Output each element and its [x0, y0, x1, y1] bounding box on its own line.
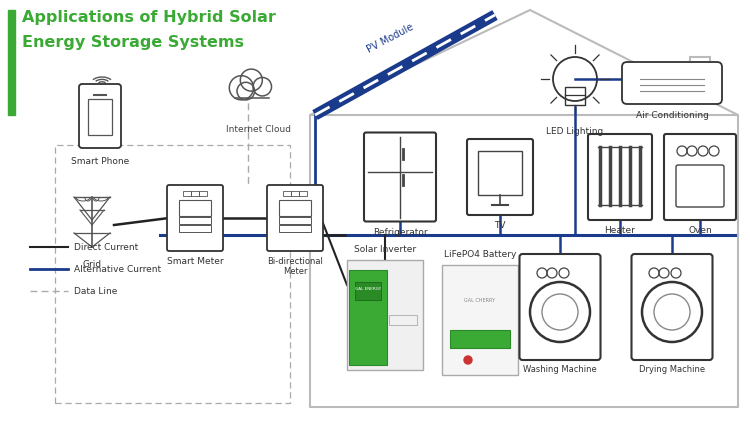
Bar: [88, 99, 112, 135]
Text: Energy Storage Systems: Energy Storage Systems: [22, 35, 244, 50]
Bar: [442, 265, 518, 375]
Circle shape: [253, 77, 272, 96]
Text: Direct Current: Direct Current: [74, 243, 138, 252]
FancyBboxPatch shape: [622, 62, 722, 104]
Text: Air Conditioning: Air Conditioning: [635, 111, 709, 120]
Circle shape: [230, 76, 254, 100]
Bar: [355, 282, 381, 300]
FancyBboxPatch shape: [632, 254, 712, 360]
Text: Applications of Hybrid Solar: Applications of Hybrid Solar: [22, 10, 276, 25]
Text: Solar Inverter: Solar Inverter: [354, 245, 416, 254]
Text: Smart Phone: Smart Phone: [70, 157, 129, 166]
Bar: [389, 315, 417, 325]
Bar: [283, 191, 291, 196]
Text: Internet Cloud: Internet Cloud: [226, 125, 290, 134]
FancyBboxPatch shape: [676, 165, 724, 207]
FancyBboxPatch shape: [267, 185, 323, 251]
Bar: [299, 191, 307, 196]
Bar: [349, 270, 387, 365]
Circle shape: [237, 82, 254, 100]
Text: GAL ENERGY: GAL ENERGY: [355, 287, 381, 291]
Circle shape: [464, 356, 472, 364]
Bar: [279, 200, 311, 216]
FancyBboxPatch shape: [588, 134, 652, 220]
Bar: [565, 87, 585, 105]
Bar: [450, 330, 510, 348]
Text: GAL CHERRY: GAL CHERRY: [464, 298, 496, 303]
Bar: [8, 10, 15, 115]
Text: LED Lighting: LED Lighting: [546, 127, 604, 136]
Text: Oven: Oven: [688, 226, 712, 235]
Text: LiFePO4 Battery: LiFePO4 Battery: [444, 250, 516, 259]
FancyBboxPatch shape: [79, 84, 121, 148]
FancyBboxPatch shape: [520, 254, 601, 360]
Bar: [478, 151, 522, 195]
Text: PV Module: PV Module: [365, 22, 415, 55]
FancyBboxPatch shape: [364, 133, 436, 221]
Bar: [279, 217, 311, 224]
Bar: [199, 191, 207, 196]
Bar: [279, 225, 311, 232]
Text: Bi-directional
Meter: Bi-directional Meter: [267, 257, 323, 276]
Bar: [183, 191, 191, 196]
Bar: [347, 260, 423, 370]
Bar: [179, 225, 211, 232]
Bar: [179, 217, 211, 224]
Bar: [291, 191, 299, 196]
Text: Grid: Grid: [82, 260, 101, 269]
Text: Data Line: Data Line: [74, 286, 117, 295]
Circle shape: [240, 69, 262, 91]
FancyBboxPatch shape: [467, 139, 533, 215]
Text: Heater: Heater: [604, 226, 635, 235]
FancyBboxPatch shape: [664, 134, 736, 220]
Text: Drying Machine: Drying Machine: [639, 365, 705, 374]
Text: Refrigerator: Refrigerator: [373, 227, 427, 236]
Text: Smart Meter: Smart Meter: [166, 257, 224, 266]
Text: Washing Machine: Washing Machine: [524, 365, 597, 374]
Text: Alternative Current: Alternative Current: [74, 264, 161, 274]
Bar: [179, 200, 211, 216]
Bar: [191, 191, 199, 196]
FancyBboxPatch shape: [167, 185, 223, 251]
Text: TV: TV: [494, 221, 506, 230]
